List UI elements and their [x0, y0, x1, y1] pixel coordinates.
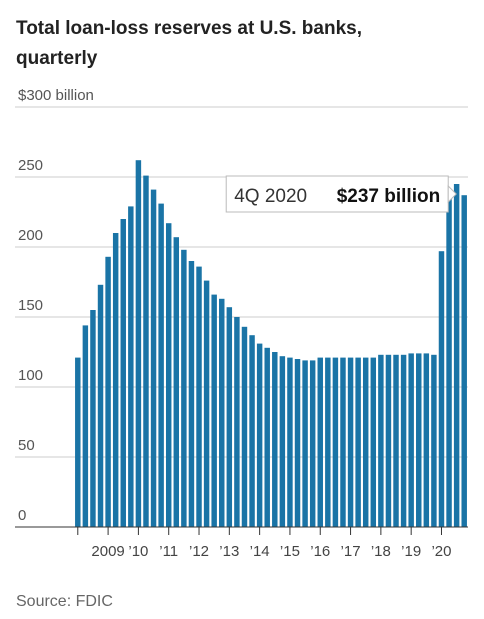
tooltip-pointer: [447, 184, 457, 204]
bar: [203, 280, 210, 527]
x-tick-label: ’11: [159, 543, 178, 560]
y-tick-label: 250: [18, 157, 43, 174]
bar: [196, 266, 202, 527]
bar: [82, 325, 89, 527]
bar: [256, 343, 263, 527]
x-tick-label: ’10: [128, 543, 148, 560]
tooltip: 4Q 2020 $237 billion: [225, 175, 457, 213]
bar: [416, 353, 422, 527]
bar: [211, 294, 217, 527]
bar: [120, 219, 126, 527]
y-tick-label: 200: [18, 227, 43, 244]
bar: [400, 354, 407, 527]
x-tick-label: ’19: [401, 543, 421, 560]
bar: [378, 354, 384, 527]
bar: [105, 256, 111, 527]
bar: [264, 347, 270, 527]
bar: [241, 326, 248, 527]
bar: [112, 233, 119, 527]
title-line: quarterly: [16, 48, 98, 69]
source: Source: FDIC: [16, 593, 113, 610]
bar: [408, 353, 414, 527]
bar: [446, 191, 452, 527]
bar: [347, 357, 354, 527]
title-line: Total loan-loss reserves at U.S. banks,: [16, 18, 362, 39]
bar: [362, 357, 369, 527]
bar: [340, 357, 346, 527]
bar: [181, 249, 187, 528]
y-tick-label: 150: [18, 297, 43, 314]
bar: [90, 310, 96, 527]
bar: [302, 360, 308, 527]
x-tick-label: ’17: [341, 543, 361, 560]
annotation: 4Q 2020: [234, 186, 307, 207]
tooltip-box: [225, 175, 449, 213]
bar: [249, 335, 255, 527]
y-tick-label: $300 billion: [18, 87, 94, 104]
bar: [173, 237, 180, 527]
bar: [370, 357, 377, 527]
value-label: $237 billion: [337, 186, 440, 207]
bar: [423, 353, 430, 527]
bar: [97, 284, 104, 527]
bar: [143, 175, 149, 527]
bar: [385, 354, 392, 527]
bar: [332, 357, 339, 527]
bar: [219, 298, 225, 527]
bar: [355, 357, 361, 527]
bar: [431, 354, 437, 527]
bar: [309, 360, 316, 527]
bar: [234, 317, 240, 527]
bar: [135, 160, 142, 527]
bar: [294, 359, 301, 527]
x-tick-label: ’18: [371, 543, 391, 560]
x-tick-label: ’12: [189, 543, 209, 560]
x-tick-label: ’16: [310, 543, 330, 560]
bar: [188, 261, 195, 527]
bar: [461, 195, 467, 527]
bar: [75, 357, 81, 527]
x-tick-label: ’14: [250, 543, 270, 560]
bar: [272, 352, 278, 527]
chart-title: Total loan-loss reserves at U.S. banks, q…: [16, 18, 362, 69]
y-tick-label: 100: [18, 367, 43, 384]
bar: [165, 223, 172, 527]
bar: [317, 357, 323, 527]
x-tick-label: 2009: [91, 543, 124, 560]
bar: [128, 206, 134, 527]
x-tick-label: ’13: [219, 543, 239, 560]
bar: [325, 357, 331, 527]
bar: [438, 251, 445, 527]
bar: [287, 357, 293, 527]
bar: [453, 184, 460, 527]
bar: [279, 356, 286, 527]
y-tick-label: 50: [18, 437, 35, 454]
bar: [150, 189, 157, 527]
x-tick-label: ’20: [431, 543, 451, 560]
bar: [393, 354, 399, 527]
y-tick-label: 0: [18, 507, 26, 524]
x-tick-label: ’15: [280, 543, 300, 560]
bar: [158, 203, 164, 527]
bar: [226, 307, 233, 527]
